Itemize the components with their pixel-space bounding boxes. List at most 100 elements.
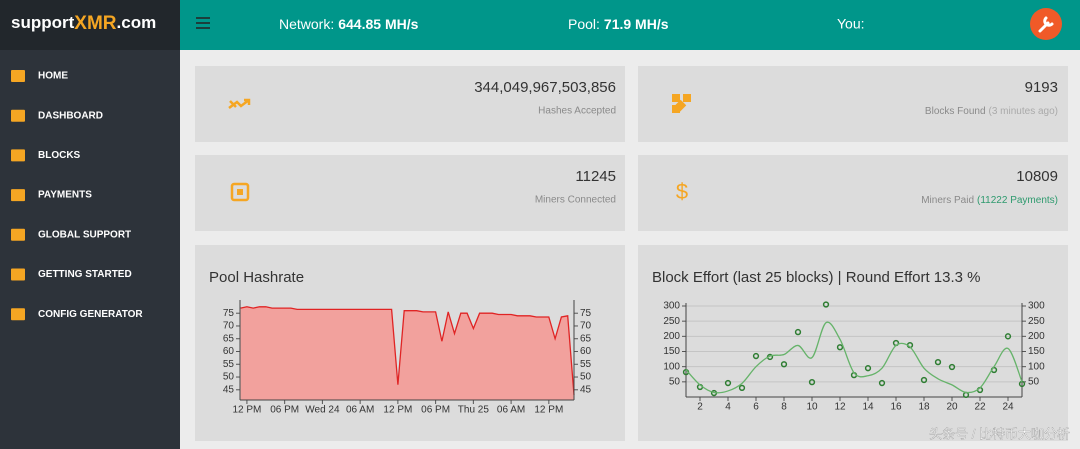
x-tick-label: 12	[834, 402, 846, 413]
logo-area	[0, 0, 180, 50]
icon	[228, 98, 251, 109]
effort-point	[724, 379, 732, 387]
x-tick-label: 20	[946, 402, 958, 413]
y-tick-label: 300	[663, 301, 680, 312]
y-tick-label: 50	[223, 372, 235, 383]
menu-icon	[11, 70, 25, 82]
note: (11222 Payments)	[977, 195, 1058, 206]
y-tick-label: 65	[223, 333, 235, 344]
card	[638, 155, 1068, 231]
y2-tick-label: 55	[580, 359, 592, 370]
x-tick-label: 4	[725, 402, 731, 413]
logo-part: .com	[117, 13, 157, 32]
y2-tick-label: 50	[580, 372, 592, 383]
y-tick-label: 50	[669, 376, 681, 387]
x-tick-label: 06 AM	[497, 405, 525, 416]
card	[195, 155, 625, 231]
menu-icon	[11, 308, 25, 321]
effort-point	[864, 365, 872, 372]
menu-item[interactable]: DASHBOARD	[38, 110, 103, 121]
settings-button[interactable]	[1030, 8, 1062, 40]
watermark: 头条号 / 比特币大咖分析	[929, 426, 1070, 441]
y-tick-label: 70	[223, 321, 235, 332]
sidebar	[0, 0, 180, 449]
effort-point	[878, 379, 886, 387]
chart-title: Pool Hashrate	[209, 269, 304, 286]
menu-item[interactable]: HOME	[38, 71, 68, 82]
pool-stat: Pool: 71.9 MH/s	[568, 16, 669, 32]
menu-button[interactable]	[196, 17, 210, 29]
y-tick-label: 60	[223, 346, 235, 357]
x-tick-label: Wed 24	[305, 405, 340, 416]
effort-point	[948, 363, 956, 371]
network-stat: Network: 644.85 MH/s	[279, 16, 419, 32]
effort-point	[1004, 333, 1012, 340]
stat-label: Miners Connected	[535, 195, 616, 206]
x-tick-label: 10	[806, 402, 818, 413]
menu: HOME DASHBOARD BLOCKS PAYMENTS GLOBAL SUPPOR…	[11, 70, 143, 321]
logo[interactable]: supportXMR.com	[11, 13, 156, 34]
effort-point	[738, 384, 746, 392]
chart-title: Block Effort (last 25 blocks) | Round Ef…	[652, 269, 981, 286]
value: 71.9 MH/s	[604, 16, 669, 32]
menu-item[interactable]: GLOBAL SUPPORT	[38, 229, 131, 240]
value: 644.85 MH/s	[338, 16, 418, 32]
y-tick-label: 250	[663, 316, 680, 327]
you-stat: You:	[837, 16, 865, 32]
x-tick-label: Thu 25	[458, 405, 490, 416]
icon	[230, 182, 250, 202]
x-tick-label: 06 AM	[346, 405, 374, 416]
y-tick-label: 100	[663, 361, 680, 372]
x-tick-label: 24	[1002, 402, 1014, 413]
icon	[672, 94, 691, 113]
effort-point	[752, 352, 760, 360]
effort-point	[920, 376, 928, 384]
effort-point	[808, 378, 816, 386]
x-tick-label: 18	[918, 402, 930, 413]
y-tick-label: 55	[223, 359, 235, 370]
menu-icon	[11, 149, 25, 162]
note: (3 minutes ago)	[989, 106, 1058, 117]
x-tick-label: 12 PM	[232, 405, 261, 416]
y2-tick-label: 50	[1028, 376, 1040, 387]
area	[240, 306, 574, 400]
menu-icon	[11, 268, 25, 281]
x-tick-label: 8	[781, 402, 787, 413]
effort-point	[780, 361, 788, 368]
x-tick-label: 12 PM	[534, 405, 563, 416]
stat-value: 11245	[575, 168, 616, 185]
y2-tick-label: 200	[1028, 331, 1045, 342]
x-tick-label: 06 PM	[421, 405, 450, 416]
menu-item[interactable]: GETTING STARTED	[38, 269, 132, 280]
label: Blocks Found	[925, 106, 986, 117]
label: Miners Paid	[921, 195, 974, 206]
effort-point	[934, 358, 942, 366]
y2-tick-label: 75	[580, 308, 592, 319]
menu-icon	[11, 228, 25, 241]
x-tick-label: 14	[862, 402, 874, 413]
x-tick-label: 12 PM	[383, 405, 412, 416]
x-tick-label: 16	[890, 402, 902, 413]
menu-item[interactable]: CONFIG GENERATOR	[38, 309, 143, 320]
menu-icon	[11, 109, 25, 122]
menu-icon	[11, 189, 25, 202]
y2-tick-label: 100	[1028, 361, 1045, 372]
y2-tick-label: 70	[580, 321, 592, 332]
y2-tick-label: 65	[580, 333, 592, 344]
menu-item[interactable]: PAYMENTS	[38, 190, 92, 201]
effort-point	[836, 344, 844, 351]
stat-value: 10809	[1016, 168, 1058, 185]
y2-tick-label: 300	[1028, 301, 1045, 312]
line	[240, 306, 575, 395]
stat-value: 9193	[1025, 79, 1058, 96]
chart-card	[638, 245, 1068, 441]
x-tick-label: 6	[753, 402, 759, 413]
stat-label: Blocks Found (3 minutes ago)	[925, 106, 1058, 117]
label: Network:	[279, 16, 334, 32]
logo-part: support	[11, 13, 75, 32]
effort-point	[822, 301, 830, 308]
menu-item[interactable]: BLOCKS	[38, 150, 81, 161]
stat-label: Miners Paid (11222 Payments)	[921, 195, 1058, 206]
effort-point	[794, 328, 802, 336]
